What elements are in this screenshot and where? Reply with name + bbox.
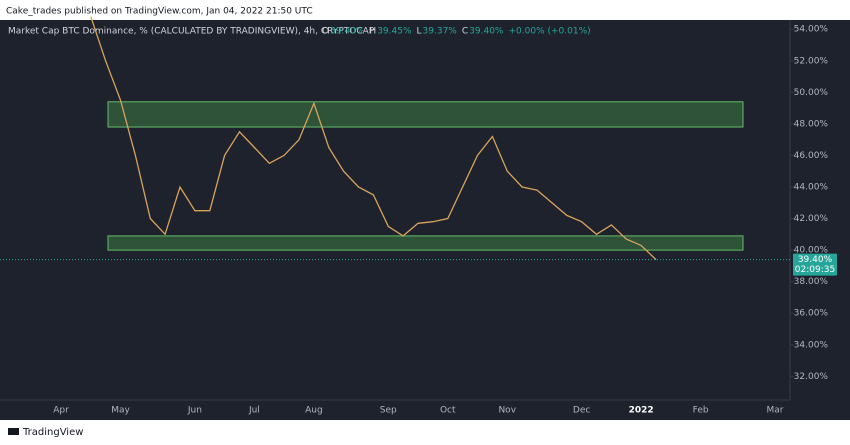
x-tick-label: Mar <box>767 406 784 416</box>
y-tick-label: 46.00% <box>794 151 829 161</box>
x-tick-label: Oct <box>440 406 456 416</box>
ohlc-value: 39.40% <box>330 27 365 37</box>
y-tick-label: 50.00% <box>794 88 829 98</box>
ohlc-label: O <box>322 27 329 37</box>
ohlc-label: C <box>462 27 468 37</box>
chart-title: Market Cap BTC Dominance, % (CALCULATED … <box>8 27 375 37</box>
last-price-box <box>793 253 837 276</box>
y-tick-label: 38.00% <box>794 277 829 287</box>
ohlc-value: 39.37% <box>423 27 458 37</box>
y-tick-label: 36.00% <box>794 309 829 319</box>
ohlc-legend: O 39.40% H 39.45% L 39.37% C 39.40% +0.00% (+0.0… <box>322 27 591 37</box>
x-tick-label: 2022 <box>629 406 654 416</box>
y-tick-label: 52.00% <box>794 56 829 66</box>
y-tick-label: 32.00% <box>794 372 829 382</box>
x-tick-label: Apr <box>53 406 69 416</box>
chart-panel <box>0 20 850 420</box>
zone-box <box>107 101 744 128</box>
x-tick-label: May <box>111 406 130 416</box>
x-tick-label: Jul <box>248 406 260 416</box>
x-tick-label: Jun <box>187 406 202 416</box>
ohlc-value: 39.40% <box>469 27 504 37</box>
y-tick-label: 48.00% <box>794 119 829 129</box>
y-tick-label: 44.00% <box>794 182 829 192</box>
y-tick-label: 40.00% <box>794 246 829 256</box>
y-tick-label: 54.00% <box>794 25 829 35</box>
last-price-label: 39.40% <box>798 255 833 265</box>
x-tick-label: Aug <box>305 406 323 416</box>
footer-text: TradingView <box>22 427 83 438</box>
footer-logo: TradingView <box>8 427 83 438</box>
countdown: 02:09:35 <box>795 265 835 275</box>
x-tick-label: Feb <box>693 406 709 416</box>
x-tick-label: Sep <box>380 406 397 416</box>
ohlc-value: 39.45% <box>377 27 412 37</box>
ohlc-label: L <box>417 27 422 37</box>
ohlc-label: H <box>369 27 376 37</box>
zone-box <box>107 235 744 251</box>
ohlc-change: +0.00% (+0.01%) <box>509 27 591 37</box>
logo-icon <box>8 428 19 435</box>
price-line <box>90 16 657 261</box>
publish-header: Cake_trades published on TradingView.com… <box>6 7 313 17</box>
y-tick-label: 34.00% <box>794 340 829 350</box>
x-tick-label: Dec <box>573 406 590 416</box>
x-tick-label: Nov <box>498 406 516 416</box>
y-tick-label: 42.00% <box>794 214 829 224</box>
